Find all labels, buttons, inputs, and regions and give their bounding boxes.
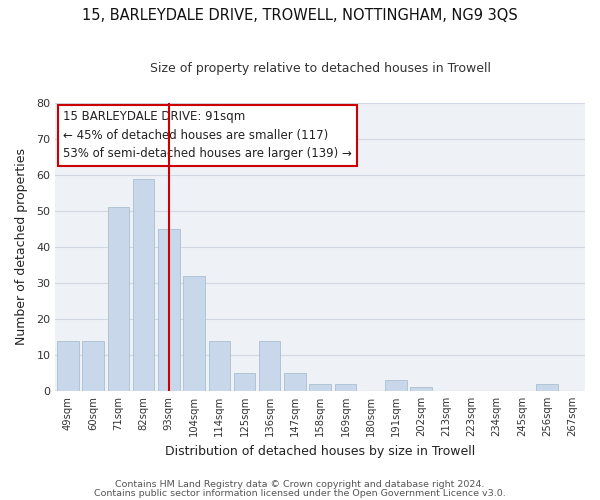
Bar <box>385 380 407 391</box>
Bar <box>107 208 129 391</box>
Text: Contains HM Land Registry data © Crown copyright and database right 2024.: Contains HM Land Registry data © Crown c… <box>115 480 485 489</box>
X-axis label: Distribution of detached houses by size in Trowell: Distribution of detached houses by size … <box>165 444 475 458</box>
Bar <box>209 340 230 391</box>
Y-axis label: Number of detached properties: Number of detached properties <box>15 148 28 346</box>
Bar <box>536 384 558 391</box>
Bar <box>57 340 79 391</box>
Text: 15 BARLEYDALE DRIVE: 91sqm
← 45% of detached houses are smaller (117)
53% of sem: 15 BARLEYDALE DRIVE: 91sqm ← 45% of deta… <box>63 110 352 160</box>
Bar <box>335 384 356 391</box>
Bar <box>310 384 331 391</box>
Text: Contains public sector information licensed under the Open Government Licence v3: Contains public sector information licen… <box>94 488 506 498</box>
Text: 15, BARLEYDALE DRIVE, TROWELL, NOTTINGHAM, NG9 3QS: 15, BARLEYDALE DRIVE, TROWELL, NOTTINGHA… <box>82 8 518 22</box>
Bar <box>234 373 255 391</box>
Bar <box>184 276 205 391</box>
Bar <box>410 388 432 391</box>
Bar <box>82 340 104 391</box>
Bar <box>133 178 154 391</box>
Bar <box>259 340 280 391</box>
Bar <box>284 373 305 391</box>
Bar <box>158 229 179 391</box>
Title: Size of property relative to detached houses in Trowell: Size of property relative to detached ho… <box>149 62 491 76</box>
